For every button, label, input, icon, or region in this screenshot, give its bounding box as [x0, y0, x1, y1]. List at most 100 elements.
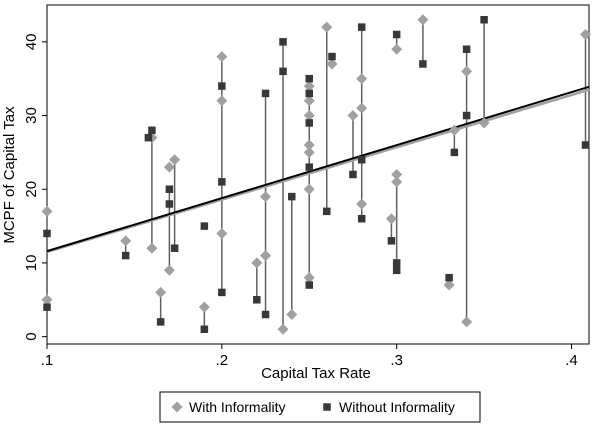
point-with-informality	[216, 95, 228, 107]
point-without-informality	[200, 222, 209, 230]
point-with-informality	[260, 191, 272, 203]
point-with-informality	[478, 117, 490, 129]
point-without-informality	[419, 60, 427, 68]
point-without-informality	[322, 207, 331, 216]
point-without-informality	[279, 38, 287, 46]
point-with-informality	[303, 183, 315, 195]
legend-marker	[323, 403, 331, 411]
point-without-informality	[165, 185, 174, 193]
point-without-informality	[156, 318, 165, 326]
point-without-informality	[200, 325, 209, 334]
point-with-informality	[41, 294, 53, 306]
point-without-informality	[218, 288, 226, 297]
point-without-informality	[305, 281, 314, 289]
point-with-informality	[347, 110, 359, 122]
point-without-informality	[387, 237, 396, 245]
point-without-informality	[261, 310, 270, 319]
point-with-informality	[120, 235, 132, 247]
point-with-informality	[146, 242, 158, 254]
point-without-informality	[450, 148, 459, 157]
point-without-informality	[288, 192, 296, 201]
point-with-informality	[286, 309, 298, 321]
point-with-informality	[356, 198, 368, 210]
data-points	[41, 14, 592, 335]
x-tick-label: .1	[41, 352, 54, 369]
point-without-informality	[121, 251, 130, 260]
plot-area	[46, 4, 590, 345]
point-with-informality	[356, 73, 368, 85]
y-tick-label: 40	[23, 34, 40, 51]
point-without-informality	[218, 178, 226, 186]
point-with-informality	[163, 264, 175, 276]
point-with-informality	[303, 146, 315, 158]
point-with-informality	[356, 102, 368, 114]
point-without-informality	[462, 111, 471, 120]
point-with-informality	[461, 316, 473, 328]
y-tick-label: 30	[23, 107, 40, 124]
point-without-informality	[357, 214, 366, 223]
point-with-informality	[169, 154, 181, 166]
point-without-informality	[392, 30, 401, 39]
point-with-informality	[580, 28, 592, 40]
point-with-informality	[391, 169, 403, 180]
point-without-informality	[305, 119, 314, 127]
point-without-informality	[170, 244, 179, 252]
point-with-informality	[321, 21, 333, 33]
x-axis-label: Capital Tax Rate	[261, 365, 371, 382]
point-with-informality	[443, 279, 455, 291]
y-axis: 0 10 20 30 40	[23, 34, 47, 341]
point-without-informality	[305, 74, 314, 83]
point-without-informality	[392, 259, 401, 267]
point-without-informality	[144, 133, 153, 142]
point-with-informality	[303, 139, 315, 151]
point-with-informality	[303, 110, 315, 122]
point-without-informality	[253, 296, 261, 304]
point-with-informality	[448, 124, 460, 136]
point-without-informality	[349, 170, 357, 179]
point-with-informality	[391, 43, 403, 55]
legend-label: With Informality	[189, 399, 285, 415]
point-without-informality	[581, 141, 590, 149]
point-without-informality	[392, 266, 401, 275]
point-without-informality	[261, 89, 270, 98]
point-with-informality	[216, 51, 228, 63]
point-with-informality	[277, 323, 289, 335]
point-with-informality	[260, 250, 272, 262]
point-with-informality	[417, 14, 429, 26]
point-with-informality	[163, 161, 175, 173]
point-without-informality	[218, 82, 226, 90]
point-without-informality	[305, 163, 314, 171]
point-with-informality	[391, 176, 403, 188]
legend-marker	[171, 401, 183, 413]
x-tick-label: .4	[565, 352, 578, 369]
point-without-informality	[357, 23, 366, 31]
y-axis-label: MCPF of Capital Tax	[1, 106, 18, 244]
point-without-informality	[165, 200, 174, 208]
legend-label: Without Informality	[339, 399, 455, 415]
x-axis: .1 .2 .3 .4	[41, 344, 578, 369]
point-with-informality	[216, 227, 228, 239]
point-without-informality	[445, 273, 453, 282]
fit-line	[46, 88, 590, 254]
point-with-informality	[303, 80, 315, 92]
point-without-informality	[148, 126, 156, 135]
point-with-informality	[303, 95, 315, 107]
point-without-informality	[279, 67, 287, 76]
point-with-informality	[461, 65, 473, 77]
point-with-informality	[198, 301, 210, 313]
x-tick-label: .3	[390, 352, 403, 369]
x-tick-label: .2	[216, 352, 229, 369]
y-tick-label: 20	[23, 181, 40, 198]
legend-box	[159, 391, 481, 423]
legend-items: With Informality Without Informality	[171, 399, 455, 415]
point-with-informality	[326, 58, 338, 70]
point-with-informality	[303, 272, 315, 284]
point-without-informality	[43, 229, 51, 238]
point-without-informality	[43, 303, 51, 311]
point-without-informality	[480, 15, 488, 24]
y-tick-label: 10	[23, 255, 40, 272]
point-with-informality	[155, 286, 167, 298]
point-without-informality	[305, 89, 314, 98]
point-with-informality	[251, 257, 263, 269]
